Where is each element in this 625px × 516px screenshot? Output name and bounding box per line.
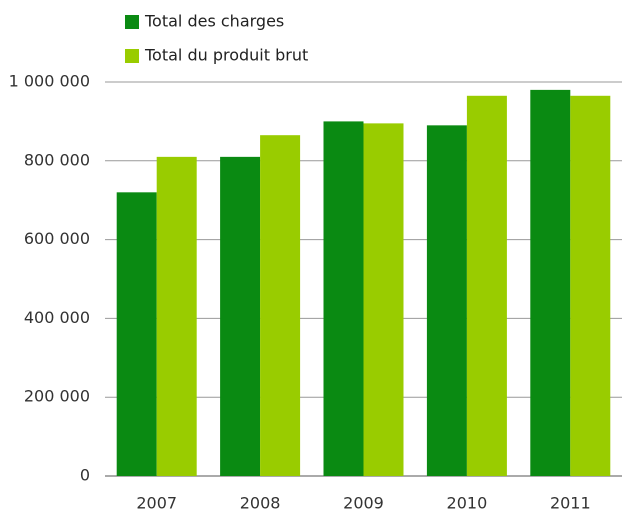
- y-tick-label: 400 000: [24, 308, 90, 327]
- bar: [426, 125, 467, 476]
- bar: [570, 95, 611, 476]
- y-tick-label: 800 000: [24, 150, 90, 169]
- bar: [530, 89, 571, 476]
- legend-label: Total du produit brut: [144, 46, 308, 65]
- x-tick-label: 2011: [550, 494, 591, 513]
- y-tick-label: 1 000 000: [9, 72, 90, 91]
- y-tick-label: 600 000: [24, 229, 90, 248]
- bar: [323, 121, 364, 477]
- bar: [116, 192, 157, 476]
- bar: [466, 95, 507, 476]
- x-tick-label: 2009: [343, 494, 384, 513]
- legend-swatch: [125, 15, 139, 29]
- legend-label: Total des charges: [144, 12, 284, 31]
- y-tick-label: 200 000: [24, 387, 90, 406]
- bar: [220, 156, 261, 477]
- x-tick-label: 2007: [136, 494, 177, 513]
- bar: [156, 156, 197, 477]
- bar: [363, 123, 404, 477]
- y-tick-label: 0: [80, 466, 90, 485]
- x-tick-label: 2008: [240, 494, 281, 513]
- legend-swatch: [125, 49, 139, 63]
- bar: [260, 135, 301, 476]
- x-tick-label: 2010: [447, 494, 488, 513]
